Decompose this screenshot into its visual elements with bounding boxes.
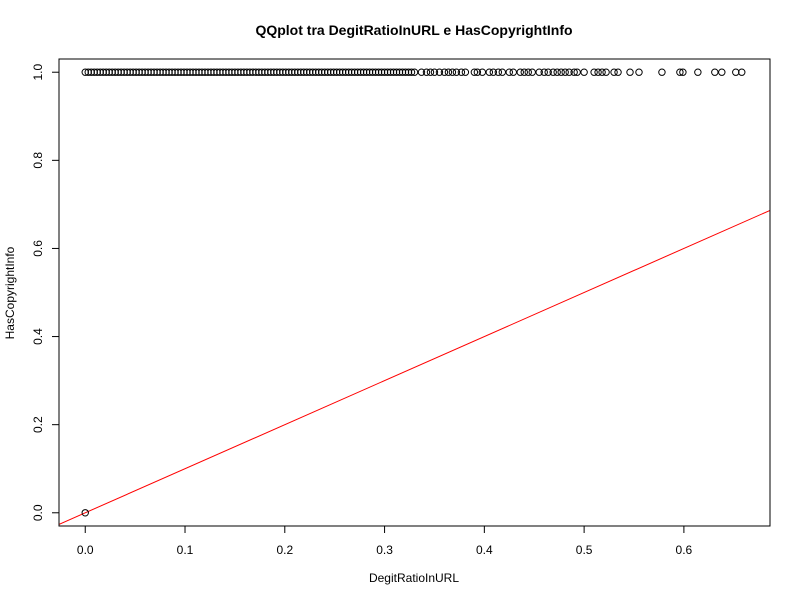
x-axis-label: DegitRatioInURL	[369, 571, 459, 585]
data-point	[422, 68, 431, 76]
data-point	[679, 68, 687, 76]
data-point	[444, 68, 453, 76]
data-point	[610, 68, 618, 76]
data-point	[535, 68, 543, 76]
data-point	[711, 68, 719, 76]
data-point	[594, 68, 602, 76]
y-axis: 0.0 0.2 0.4 0.6 0.8 1.0	[31, 64, 60, 521]
data-point	[738, 68, 746, 76]
y-tick-label: 0.6	[31, 240, 45, 257]
data-point	[658, 68, 666, 76]
data-point	[509, 68, 517, 76]
data-point	[676, 68, 684, 76]
data-point	[452, 68, 461, 76]
y-tick-label: 0.0	[31, 504, 45, 521]
x-axis: 0.0 0.1 0.2 0.3 0.4 0.5 0.6	[77, 525, 693, 557]
y-tick-label: 0.8	[31, 152, 45, 169]
data-point	[485, 68, 494, 76]
data-point	[549, 68, 557, 76]
y-tick-label: 0.4	[31, 328, 45, 345]
data-point	[540, 68, 548, 76]
x-tick-label: 0.1	[177, 543, 194, 557]
data-point	[448, 68, 457, 76]
data-point	[520, 68, 528, 76]
chart-title: QQplot tra DegitRatioInURL e HasCopyrigh…	[255, 22, 572, 38]
data-point	[528, 68, 536, 76]
data-point	[489, 68, 498, 76]
plot-frame	[58, 58, 771, 527]
x-tick-label: 0.4	[476, 543, 493, 557]
x-tick-label: 0.3	[376, 543, 393, 557]
data-point	[580, 68, 588, 76]
data-point	[498, 68, 507, 76]
x-tick-label: 0.2	[276, 543, 293, 557]
data-point	[524, 68, 532, 76]
data-point	[557, 68, 565, 76]
y-tick-label: 0.2	[31, 416, 45, 433]
data-point	[461, 68, 470, 76]
x-tick-label: 0.6	[676, 543, 693, 557]
data-point	[718, 68, 726, 76]
data-point	[410, 68, 419, 76]
data-point	[417, 68, 426, 76]
data-point	[407, 68, 416, 76]
data-point	[626, 68, 634, 76]
x-tick-label: 0.5	[576, 543, 593, 557]
data-point	[694, 68, 702, 76]
data-point	[570, 68, 578, 76]
x-tick-label: 0.0	[77, 543, 94, 557]
data-point	[590, 68, 598, 76]
data-point	[614, 68, 622, 76]
data-point	[598, 68, 606, 76]
data-point	[565, 68, 573, 76]
data-point	[494, 68, 503, 76]
data-point	[573, 68, 581, 76]
data-point	[426, 68, 435, 76]
data-point	[430, 68, 439, 76]
data-point	[544, 68, 552, 76]
data-point	[505, 68, 513, 76]
data-point	[635, 68, 643, 76]
data-point	[478, 68, 487, 76]
y-axis-label: HasCopyrightInfo	[3, 246, 17, 339]
data-point	[516, 68, 524, 76]
data-point	[81, 509, 89, 517]
data-point	[602, 68, 610, 76]
data-point	[457, 68, 466, 76]
plot-area	[59, 68, 770, 525]
data-point	[561, 68, 569, 76]
data-point	[732, 68, 740, 76]
data-point	[473, 68, 482, 76]
data-point	[470, 68, 479, 76]
reference-line	[59, 209, 770, 525]
data-point	[435, 68, 444, 76]
data-point	[440, 68, 449, 76]
data-point	[553, 68, 561, 76]
y-tick-label: 1.0	[31, 64, 45, 81]
